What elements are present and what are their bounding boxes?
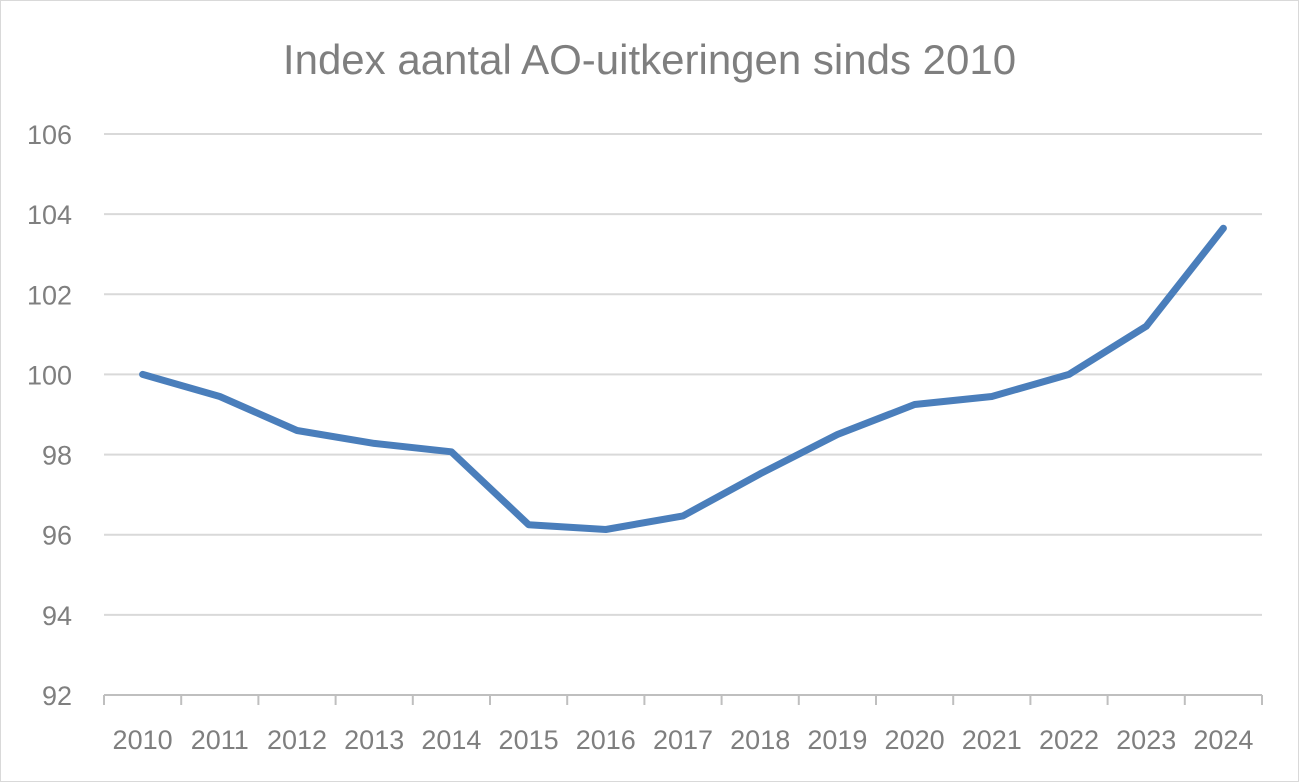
x-tick-label: 2024 — [1193, 725, 1253, 755]
y-tick-label: 98 — [42, 441, 72, 471]
x-axis — [103, 694, 1263, 705]
x-tick-label: 2011 — [191, 725, 249, 755]
x-tick-label: 2019 — [807, 725, 867, 755]
x-axis-tick-labels: 2010 2011 2012 2013 2014 2015 2016 2017 2018 2019… — [113, 725, 1254, 755]
x-tick-label: 2010 — [113, 725, 173, 755]
x-tick-label: 2018 — [730, 725, 790, 755]
series-line — [139, 224, 1227, 533]
x-tick-label: 2017 — [653, 725, 713, 755]
x-tick-label: 2022 — [1039, 725, 1099, 755]
y-tick-label: 96 — [42, 521, 72, 551]
x-tick-label: 2016 — [576, 725, 636, 755]
x-tick-label: 2014 — [421, 725, 481, 755]
y-tick-label: 92 — [42, 681, 72, 711]
y-tick-label: 94 — [42, 601, 72, 631]
y-tick-label: 100 — [27, 360, 72, 390]
y-tick-label: 102 — [27, 280, 72, 310]
y-axis-tick-labels: 92 94 96 98 100 102 104 106 — [27, 120, 72, 711]
chart-title: Index aantal AO-uitkeringen sinds 2010 — [282, 36, 1017, 83]
y-tick-label: 104 — [27, 200, 72, 230]
y-tick-label: 106 — [27, 120, 72, 150]
x-tick-label: 2020 — [885, 725, 945, 755]
x-tick-label: 2023 — [1116, 725, 1176, 755]
x-tick-label: 2013 — [344, 725, 404, 755]
series-lines — [139, 224, 1227, 533]
x-tick-label: 2012 — [267, 725, 327, 755]
gridlines — [104, 133, 1262, 616]
x-tick-label: 2015 — [499, 725, 559, 755]
x-tick-label: 2021 — [962, 725, 1022, 755]
